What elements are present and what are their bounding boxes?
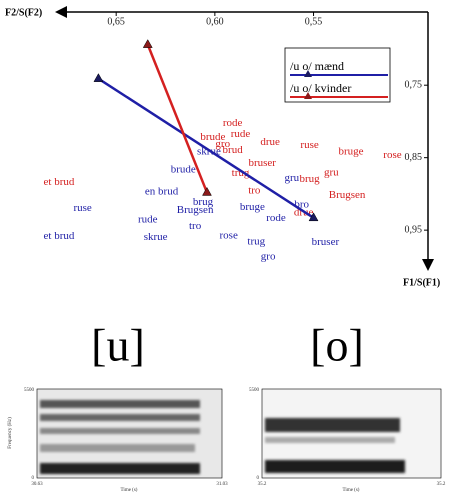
spec-xlabel: Time (s) — [343, 488, 360, 493]
spec-xstart: 30.63 — [31, 482, 43, 487]
x-tick-label: 0,55 — [305, 16, 323, 27]
word-point: brug — [193, 196, 214, 208]
word-point: brude — [200, 131, 225, 143]
spec-ylabel: Frequency (Hz) — [8, 417, 13, 449]
word-point: rude — [231, 128, 251, 140]
word-point: rode — [266, 212, 286, 224]
word-point: ruse — [300, 139, 318, 151]
spec-xlabel: Time (s) — [121, 488, 138, 493]
y-tick-label: 0,95 — [405, 224, 423, 235]
word-point: et brud — [44, 230, 75, 242]
spec-ymin: 0 — [32, 476, 35, 481]
legend-marker — [304, 92, 312, 99]
word-point: rose — [383, 149, 401, 161]
word-point: et brud — [44, 176, 75, 188]
word-point: tro — [189, 220, 202, 232]
word-point: rode — [223, 117, 243, 129]
y-tick-label: 0,75 — [405, 79, 423, 90]
word-point: en brud — [145, 185, 179, 197]
word-point: gru — [284, 172, 299, 184]
mean-marker — [308, 212, 319, 222]
word-point: gru — [324, 166, 339, 178]
word-point: gro — [215, 138, 230, 150]
word-point: trug — [232, 167, 250, 179]
word-point: rose — [220, 229, 238, 241]
word-point: bruser — [248, 157, 276, 169]
word-point: Brugsen — [177, 204, 214, 216]
x-axis-title: F2/S(F2) — [5, 7, 42, 18]
word-point: bruge — [339, 145, 364, 157]
y-axis-title: F1/S(F1) — [403, 277, 440, 288]
word-point: gro — [261, 250, 276, 262]
spec-xend: 35.2 — [437, 482, 446, 487]
word-point: skrue — [144, 231, 168, 243]
word-point: brude — [171, 164, 196, 176]
mean-line — [146, 44, 209, 193]
legend-label: /u o/ kvinder — [290, 81, 351, 95]
word-point: drue — [260, 136, 280, 148]
spec-xend: 31.03 — [216, 482, 228, 487]
mean-line — [97, 77, 315, 219]
spectrogram — [36, 388, 223, 479]
spectrogram — [261, 388, 442, 479]
spec-xstart: 35.2 — [258, 482, 267, 487]
mean-marker — [202, 186, 212, 196]
word-point: brud — [223, 144, 244, 156]
word-point: trug — [247, 235, 265, 247]
y-tick-label: 0,85 — [405, 152, 423, 163]
word-point: ruse — [73, 202, 91, 214]
mean-marker — [93, 73, 104, 82]
word-point: Brugsen — [329, 189, 366, 201]
spec-ymax: 5500 — [24, 388, 35, 393]
word-point: tro — [248, 185, 261, 197]
x-tick-label: 0,65 — [107, 16, 125, 27]
spec-ymax: 5500 — [249, 388, 260, 393]
x-tick-label: 0,60 — [206, 16, 224, 27]
spec-ymin: 0 — [257, 476, 260, 481]
word-point: bruge — [240, 201, 265, 213]
word-point: rude — [138, 214, 158, 226]
mean-marker — [142, 39, 153, 48]
vowel-label: [u] — [91, 320, 145, 371]
vowel-label: [o] — [310, 320, 364, 371]
legend-label: /u o/ mænd — [290, 59, 344, 73]
word-point: bruser — [312, 236, 340, 248]
word-point: brug — [300, 173, 321, 185]
legend-marker — [304, 70, 312, 77]
